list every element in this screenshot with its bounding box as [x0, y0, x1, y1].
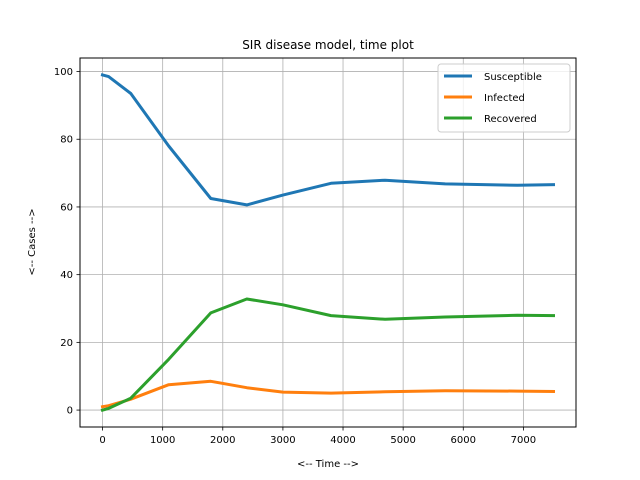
x-tick-label: 0 — [99, 435, 105, 446]
x-axis-label: <-- Time --> — [297, 459, 359, 470]
y-tick-label: 20 — [60, 338, 73, 349]
y-tick-label: 80 — [60, 135, 73, 146]
x-tick-label: 7000 — [511, 435, 536, 446]
legend-label-infected: Infected — [484, 93, 525, 104]
y-axis-label: <-- Cases --> — [27, 208, 38, 275]
series-line-susceptible — [100, 73, 556, 207]
x-tick-label: 1000 — [150, 435, 175, 446]
plot-frame — [79, 57, 577, 428]
y-axis-ticks: 0 20 40 60 80 100 — [54, 67, 80, 417]
series-lines — [100, 73, 556, 412]
x-tick-label: 5000 — [390, 435, 415, 446]
x-tick-label: 2000 — [210, 435, 235, 446]
chart-title: SIR disease model, time plot — [242, 38, 414, 52]
y-tick-label: 60 — [60, 202, 73, 213]
x-tick-label: 6000 — [451, 435, 476, 446]
legend-box — [437, 63, 571, 133]
y-tick-label: 40 — [60, 270, 73, 281]
x-tick-label: 3000 — [270, 435, 295, 446]
legend-label-susceptible: Susceptible — [484, 72, 542, 83]
legend-label-recovered: Recovered — [484, 114, 537, 125]
y-tick-label: 100 — [54, 67, 73, 78]
x-axis-ticks: 0 1000 2000 3000 4000 5000 6000 7000 — [99, 427, 536, 446]
y-tick-label: 0 — [67, 406, 73, 417]
series-line-recovered — [100, 297, 556, 412]
legend: Susceptible Infected Recovered — [437, 63, 571, 133]
x-tick-label: 4000 — [330, 435, 355, 446]
